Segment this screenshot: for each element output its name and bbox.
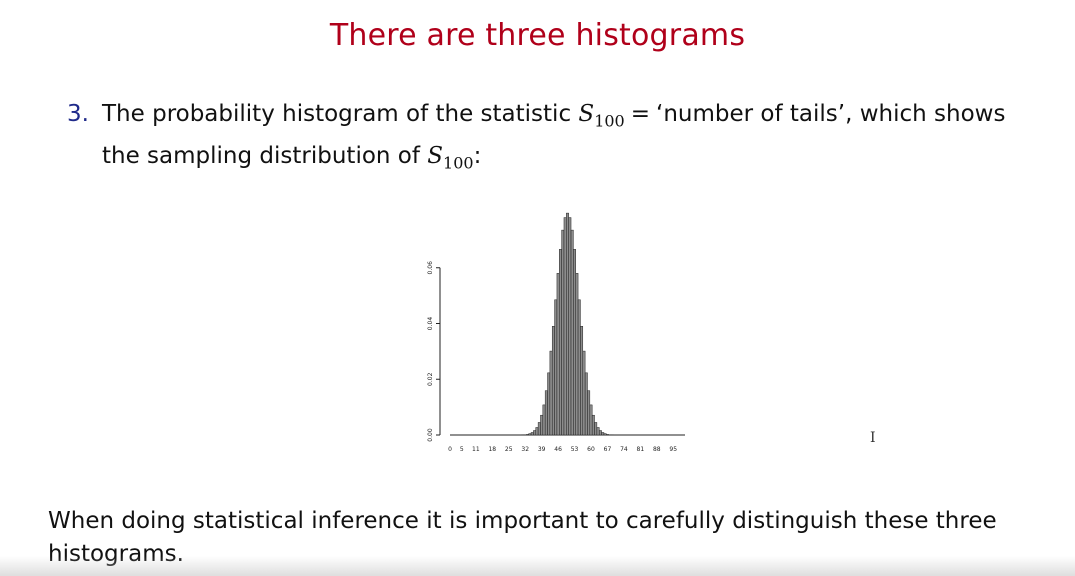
x-tick-label: 95 [669,446,677,453]
statistic-letter: S [578,101,595,127]
histogram-bar [566,212,569,436]
x-tick-label: 32 [521,446,529,453]
histogram-bar [542,404,546,436]
bottom-fade [0,556,1075,576]
histogram-bar [561,229,565,436]
x-tick-label: 39 [538,446,546,453]
histogram-bar [547,372,551,436]
histogram-bar [528,433,532,436]
histogram-bar [580,326,584,436]
histogram-bar [596,427,600,436]
x-tick-label: 60 [587,446,595,453]
histogram-bar [573,249,576,436]
equals-sign: = [630,101,651,127]
x-tick-label: 25 [505,446,513,453]
histogram-bar [540,414,544,436]
text-cursor-icon: I [870,430,876,446]
histogram-bar [591,414,595,436]
x-tick-label: 88 [653,446,661,453]
histogram-bar [537,422,541,436]
item-text-before-var: The probability histogram of the statist… [102,101,572,127]
histogram-bar [549,350,553,436]
list-item-3: 3. The probability histogram of the stati… [67,97,1017,180]
histogram-bar [544,390,548,436]
histogram-bar [533,430,537,436]
histogram-bar [535,427,539,436]
histogram-bar [556,273,560,436]
item-number: 3. [67,101,89,127]
x-tick-label: 67 [604,446,612,453]
histogram-bar [598,430,602,436]
y-tick-label: 0.02 [427,372,434,386]
histogram-bar [603,433,607,436]
histogram-bar [587,390,591,436]
y-tick-label: 0.06 [427,261,434,275]
statistic-symbol-2: S100 [427,142,474,173]
slide-title: There are three histograms [329,18,746,53]
statistic-subscript-2: 100 [443,153,474,173]
histogram-bar [559,249,562,436]
y-tick-label: 0.04 [427,317,434,331]
histogram-bar [568,217,572,436]
histogram-bar [526,434,529,436]
histogram-bar [589,404,593,436]
x-tick-label: 11 [472,446,480,453]
histogram-bar [584,372,588,436]
histogram-bar [554,299,558,436]
histogram-bar [570,229,574,436]
histogram-bar [530,432,534,436]
histogram-svg: 0.00 0.02 0.04 0.06 0 5 11 18 25 32 39 46 53 60 67 74 81… [427,212,685,453]
histogram-bar [563,217,567,436]
x-tick-label: 5 [460,446,464,453]
histogram-bar [601,432,605,436]
probability-histogram: 0.00 0.02 0.04 0.06 0 5 11 18 25 32 39 46 53 60 67 74 81… [410,200,710,470]
x-tick-label: 0 [448,446,452,453]
item-line2-colon: : [473,142,482,169]
histogram-bar [551,326,555,436]
x-tick-label: 18 [488,446,496,453]
statistic-symbol: S100 [578,101,624,131]
histogram-bar [606,434,609,436]
y-tick-label: 0.00 [427,428,434,442]
item-line-2: the sampling distribution of S100: [67,139,1017,181]
item-line2-text: the sampling distribution of [102,142,420,169]
histogram-bar [582,350,586,436]
x-tick-label: 74 [620,446,628,453]
histogram-bar [575,273,579,436]
x-tick-label: 53 [571,446,579,453]
x-tick-label: 81 [637,446,645,453]
statistic-subscript: 100 [594,111,625,131]
statistic-letter-2: S [427,142,444,169]
x-tick-label: 46 [554,446,562,453]
histogram-bar [594,422,598,436]
item-text-after-eq: ‘number of tails’, which shows [656,101,1006,127]
histogram-bar [577,299,581,436]
